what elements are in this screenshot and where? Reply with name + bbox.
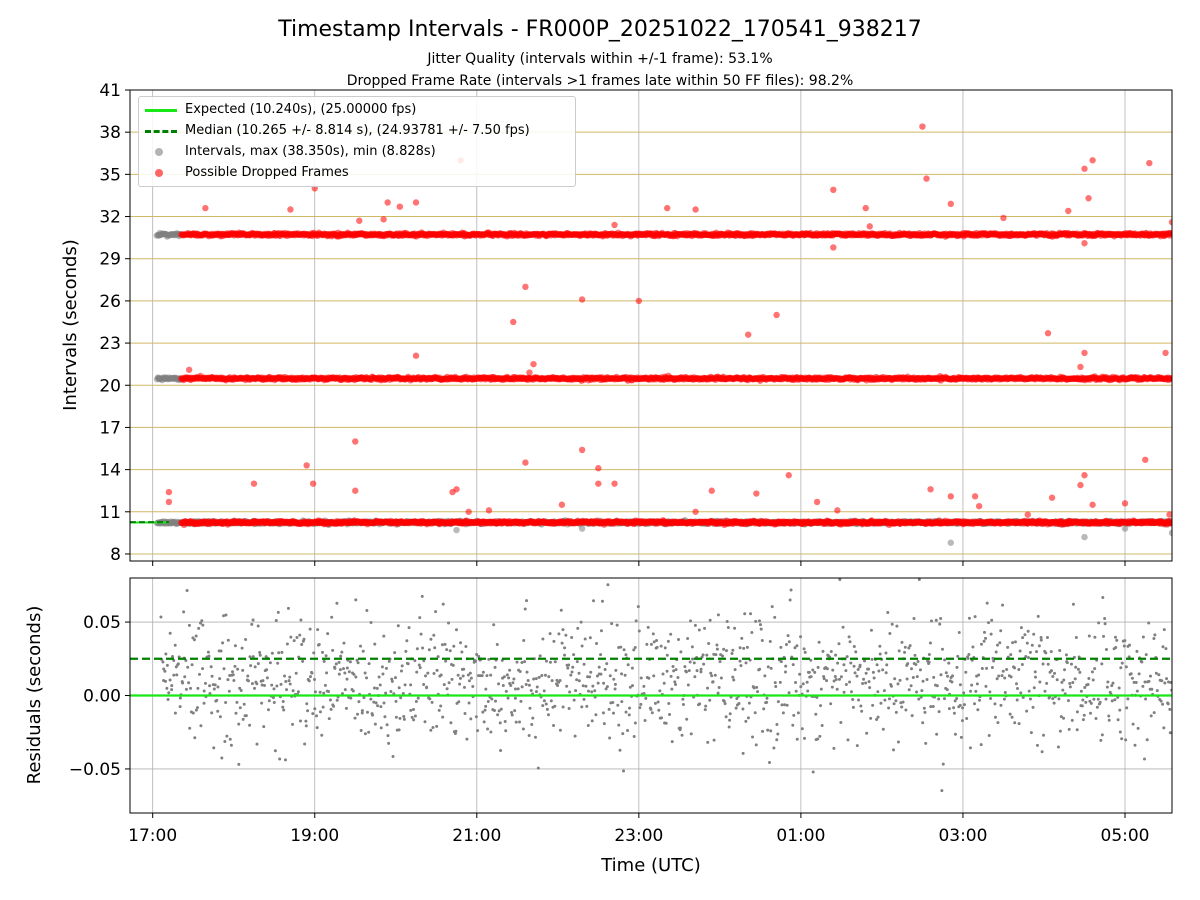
interval-points (153, 123, 1172, 546)
chart-subtitle-dropped: Dropped Frame Rate (intervals >1 frames … (347, 73, 854, 89)
chart-subtitle-jitter: Jitter Quality (intervals within +/-1 fr… (426, 51, 772, 67)
dropped-frame-point (1168, 519, 1172, 527)
chart-title: Timestamp Intervals - FR000P_20251022_17… (277, 17, 922, 42)
